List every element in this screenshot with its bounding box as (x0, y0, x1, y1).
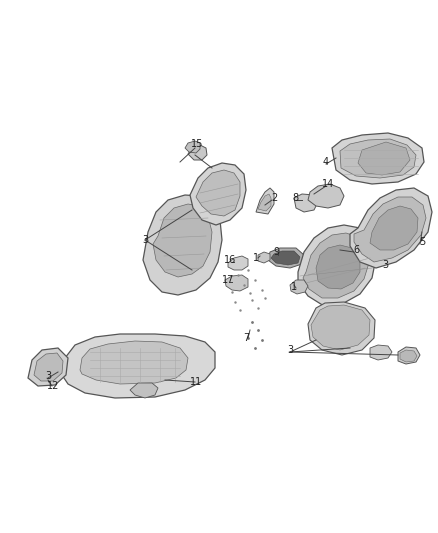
Polygon shape (196, 170, 240, 216)
Polygon shape (80, 341, 188, 384)
Polygon shape (188, 145, 207, 160)
Polygon shape (350, 188, 432, 268)
Polygon shape (298, 225, 376, 306)
Polygon shape (228, 256, 248, 270)
Text: 3: 3 (287, 345, 293, 355)
Text: 12: 12 (47, 381, 59, 391)
Polygon shape (398, 347, 420, 364)
Polygon shape (258, 194, 271, 211)
Polygon shape (185, 141, 200, 153)
Polygon shape (290, 280, 308, 294)
Text: 7: 7 (243, 333, 249, 343)
Polygon shape (271, 251, 300, 265)
Polygon shape (130, 383, 158, 398)
Polygon shape (316, 245, 360, 289)
Text: 4: 4 (323, 157, 329, 167)
Text: 8: 8 (292, 193, 298, 203)
Polygon shape (308, 184, 344, 208)
Polygon shape (190, 163, 246, 225)
Polygon shape (258, 252, 270, 263)
Text: 2: 2 (271, 193, 277, 203)
Polygon shape (28, 348, 68, 386)
Text: 3: 3 (45, 371, 51, 381)
Text: 17: 17 (222, 275, 234, 285)
Text: 15: 15 (191, 139, 203, 149)
Text: 3: 3 (382, 260, 388, 270)
Polygon shape (400, 350, 417, 362)
Polygon shape (34, 353, 63, 381)
Text: 6: 6 (353, 245, 359, 255)
Text: 5: 5 (419, 237, 425, 247)
Polygon shape (340, 139, 416, 178)
Text: 16: 16 (224, 255, 236, 265)
Polygon shape (303, 233, 369, 298)
Polygon shape (256, 188, 274, 214)
Polygon shape (268, 248, 304, 268)
Polygon shape (332, 133, 424, 184)
Text: 1: 1 (291, 282, 297, 292)
Polygon shape (358, 142, 410, 175)
Text: 1: 1 (253, 253, 259, 263)
Polygon shape (225, 275, 248, 291)
Polygon shape (354, 197, 426, 262)
Text: 3: 3 (142, 235, 148, 245)
Polygon shape (294, 194, 318, 212)
Polygon shape (62, 334, 215, 398)
Polygon shape (143, 195, 222, 295)
Text: 11: 11 (190, 377, 202, 387)
Text: 9: 9 (273, 247, 279, 257)
Polygon shape (153, 204, 212, 277)
Polygon shape (311, 305, 370, 350)
Polygon shape (308, 302, 375, 355)
Text: 14: 14 (322, 179, 334, 189)
Polygon shape (370, 206, 418, 250)
Polygon shape (370, 345, 392, 360)
